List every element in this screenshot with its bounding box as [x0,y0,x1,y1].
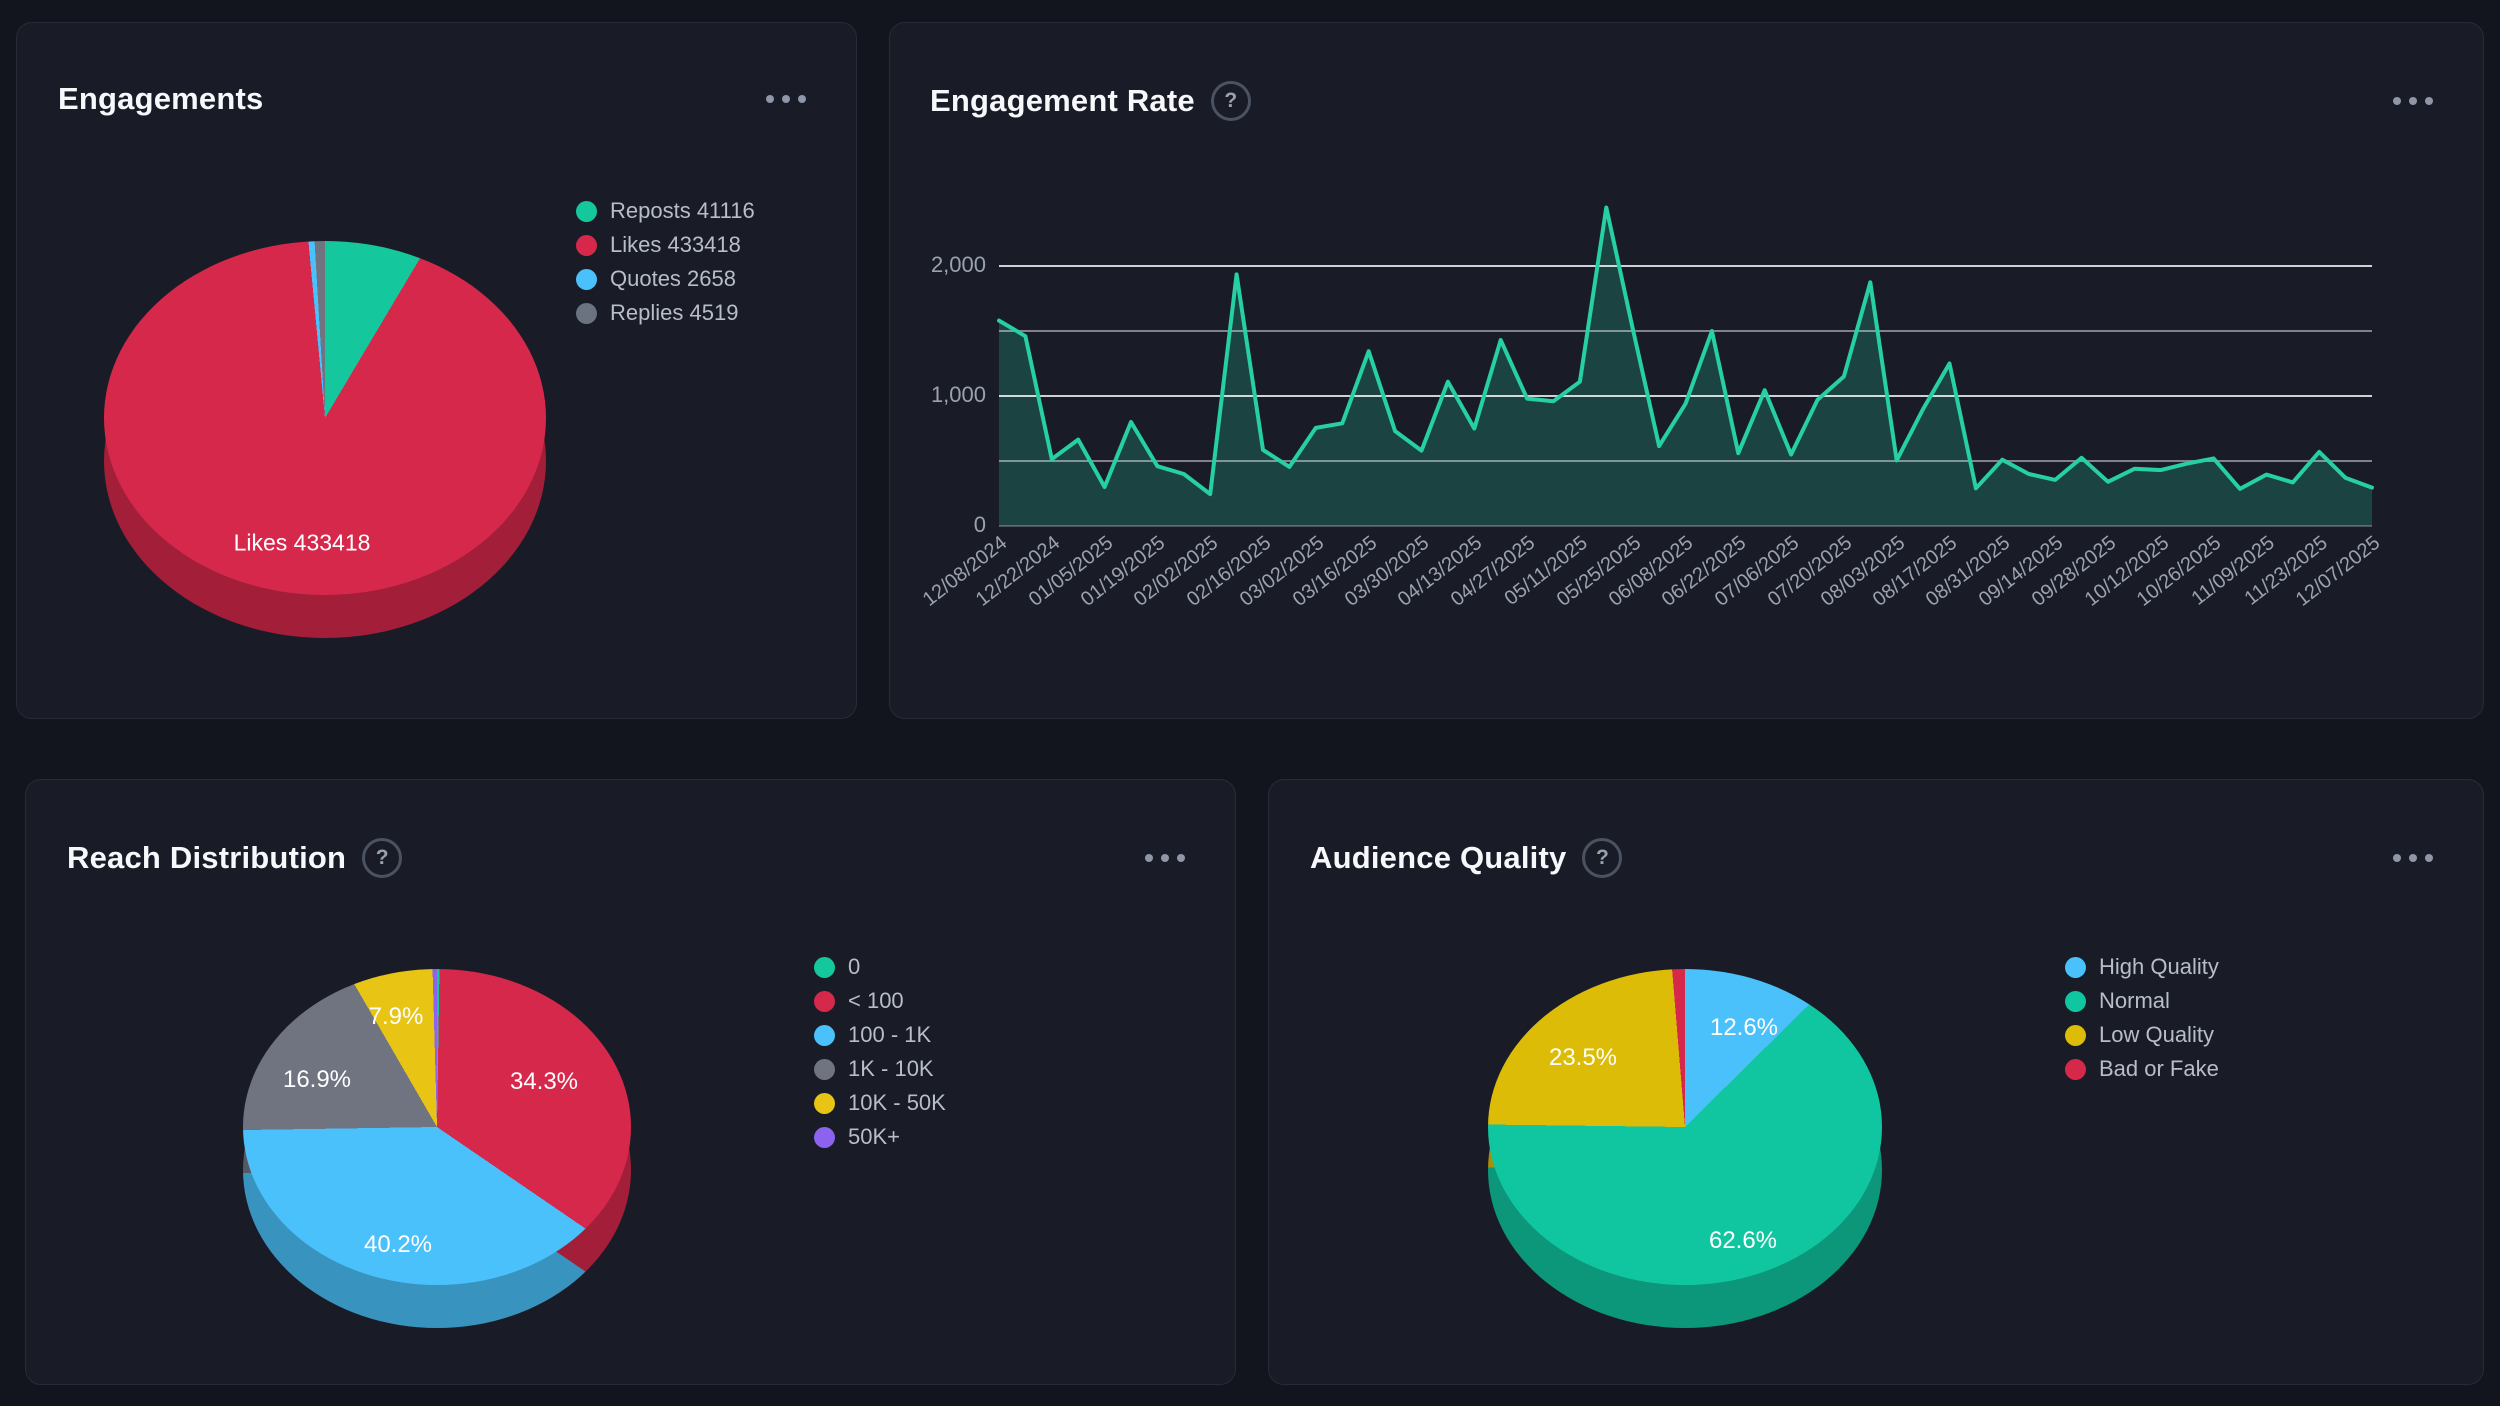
legend-swatch-icon [2065,956,2086,978]
legend-label: < 100 [848,988,904,1013]
card-audience-quality: Audience Quality ? 12.6% 23.5% 62.6% Hig… [1268,779,2484,1385]
page-title: Engagement Rate [930,83,1195,118]
ellipsis-icon [766,95,774,103]
help-icon[interactable]: ? [362,838,403,878]
legend-item[interactable]: Likes 433418 [576,228,755,262]
pie-pct-label: 12.6% [1709,1014,1779,1041]
pie-pct-label: 23.5% [1548,1044,1618,1071]
legend-label: 0 [848,954,861,979]
help-icon[interactable]: ? [1210,81,1251,121]
reach-pie-chart[interactable] [243,969,631,1328]
ellipsis-icon [798,95,806,103]
card-header: Audience Quality ? [1310,838,2439,878]
ellipsis-icon [2425,97,2433,105]
audience-pie-chart[interactable] [1488,969,1882,1328]
legend-label: Bad or Fake [2099,1056,2219,1081]
legend-swatch-icon [814,956,835,978]
legend-item[interactable]: High Quality [2065,950,2219,984]
engagements-pie-chart[interactable] [104,241,546,638]
legend-item[interactable]: 100 - 1K [814,1018,946,1052]
legend-label: 1K - 10K [848,1056,934,1081]
engagements-legend: Reposts 41116 Likes 433418 Quotes 2658 Repl… [576,194,755,330]
ellipsis-icon [782,95,790,103]
series-line [997,205,2374,497]
legend-swatch-icon [576,302,597,324]
card-menu-button[interactable] [2387,91,2439,111]
pie-pct-label: 62.6% [1708,1227,1778,1254]
y-axis-label: 0 [973,512,986,537]
reach-legend: 0 < 100 100 - 1K 1K - 10K 10K - 50K 50K+ [814,950,946,1154]
legend-label: Reposts 41116 [610,198,755,223]
legend-label: Likes 433418 [610,232,741,257]
card-menu-button[interactable] [2387,848,2439,868]
legend-label: High Quality [2099,954,2219,979]
legend-swatch-icon [814,1092,835,1114]
ellipsis-icon [1177,854,1185,862]
page-title: Reach Distribution [67,840,347,875]
legend-swatch-icon [814,1058,835,1080]
pie-top-face [104,241,546,595]
legend-label: Replies 4519 [610,300,739,325]
card-engagements: Engagements Likes 433418 Reposts 41116 Li… [16,22,857,719]
legend-swatch-icon [814,1024,835,1046]
audience-legend: High Quality Normal Low Quality Bad or Fake [2065,950,2219,1086]
ellipsis-icon [1145,854,1153,862]
pie-pct-label: 16.9% [282,1066,352,1093]
ellipsis-icon [2425,854,2433,862]
legend-swatch-icon [576,268,597,290]
legend-label: 10K - 50K [848,1090,946,1115]
card-header: Engagements [58,81,812,117]
help-icon[interactable]: ? [1582,838,1623,878]
legend-item[interactable]: Bad or Fake [2065,1052,2219,1086]
y-axis-label: 2,000 [930,252,986,277]
legend-swatch-icon [576,234,597,256]
legend-swatch-icon [2065,1024,2086,1046]
card-menu-button[interactable] [760,89,812,109]
engagement-rate-area-chart[interactable] [997,166,2374,527]
card-reach-distribution: Reach Distribution ? 7.9% 16.9% 34.3% 40… [25,779,1236,1385]
legend-label: 100 - 1K [848,1022,932,1047]
pie-top-face [1488,969,1882,1285]
legend-swatch-icon [814,1126,835,1148]
legend-item[interactable]: < 100 [814,984,946,1018]
legend-swatch-icon [576,200,597,222]
legend-swatch-icon [2065,990,2086,1012]
pie-slice-label: Likes 433418 [233,529,371,556]
pie-pct-label: 40.2% [363,1231,433,1258]
legend-swatch-icon [2065,1058,2086,1080]
ellipsis-icon [2409,97,2417,105]
ellipsis-icon [2393,97,2401,105]
card-engagement-rate: Engagement Rate ? 2,000 1,000 0 12/08/2024… [889,22,2484,719]
legend-item[interactable]: 10K - 50K [814,1086,946,1120]
legend-swatch-icon [814,990,835,1012]
legend-item[interactable]: Replies 4519 [576,296,755,330]
legend-label: Low Quality [2099,1022,2214,1047]
card-header: Engagement Rate ? [930,81,2439,121]
legend-item[interactable]: 50K+ [814,1120,946,1154]
card-header: Reach Distribution ? [67,838,1191,878]
page-title: Engagements [58,81,264,116]
legend-label: Normal [2099,988,2170,1013]
page-title: Audience Quality [1310,840,1567,875]
legend-label: Quotes 2658 [610,266,736,291]
legend-label: 50K+ [848,1124,900,1149]
area-fill [999,207,2372,526]
legend-item[interactable]: Low Quality [2065,1018,2219,1052]
ellipsis-icon [2409,854,2417,862]
legend-item[interactable]: Reposts 41116 [576,194,755,228]
legend-item[interactable]: Normal [2065,984,2219,1018]
pie-pct-label: 34.3% [509,1068,579,1095]
pie-top-face [243,969,631,1285]
legend-item[interactable]: 1K - 10K [814,1052,946,1086]
card-menu-button[interactable] [1139,848,1191,868]
legend-item[interactable]: Quotes 2658 [576,262,755,296]
legend-item[interactable]: 0 [814,950,946,984]
pie-pct-label: 7.9% [368,1003,424,1030]
ellipsis-icon [2393,854,2401,862]
ellipsis-icon [1161,854,1169,862]
y-axis-label: 1,000 [930,382,986,407]
